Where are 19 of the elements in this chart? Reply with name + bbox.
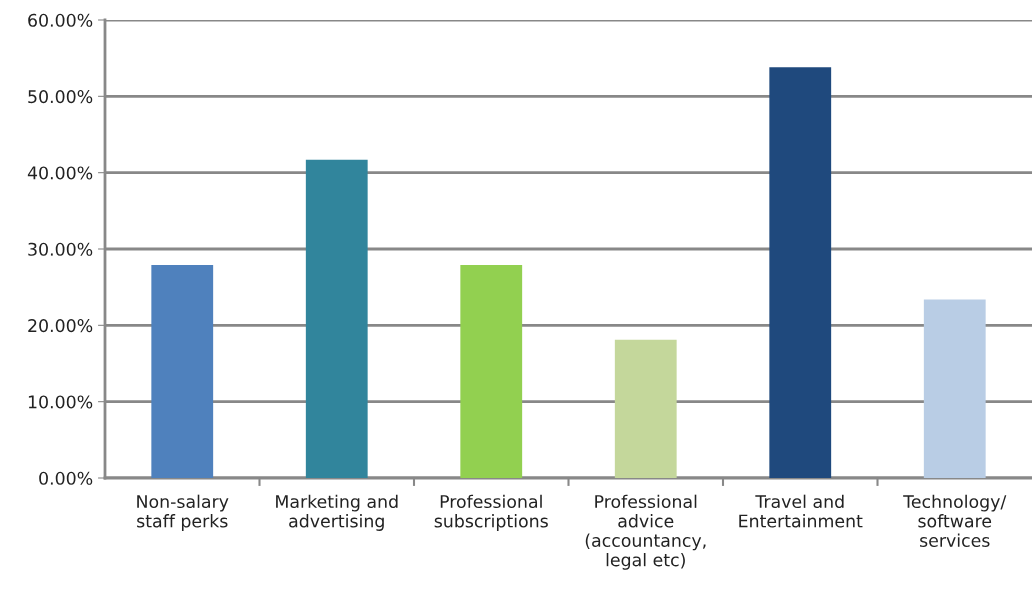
y-tick-label: 40.00% (27, 166, 93, 180)
y-tick-label: 10.00% (28, 395, 93, 409)
x-tick-label: Travel and Entertainment (739, 494, 863, 528)
y-tick-label: 50.00% (28, 90, 93, 104)
x-tick-label: Marketing and advertising (276, 494, 398, 531)
bar (923, 299, 986, 478)
y-tick-label: 0.00% (39, 471, 93, 485)
bar (460, 265, 523, 478)
bar (151, 265, 214, 478)
y-tick-label: 30.00% (28, 242, 93, 256)
y-tick-label: 60.00% (28, 13, 93, 27)
x-tick-label: Professional advice (accountancy, legal etc) (585, 494, 706, 570)
x-tick-label: Technology/ software services (903, 494, 1007, 547)
y-tick-label: 20.00% (28, 319, 93, 333)
x-tick-label: Non-salary staff perks (137, 494, 229, 531)
bar (305, 159, 368, 478)
x-tick-label: Professional subscriptions (434, 494, 548, 531)
bar (769, 67, 832, 478)
bar (614, 339, 677, 478)
